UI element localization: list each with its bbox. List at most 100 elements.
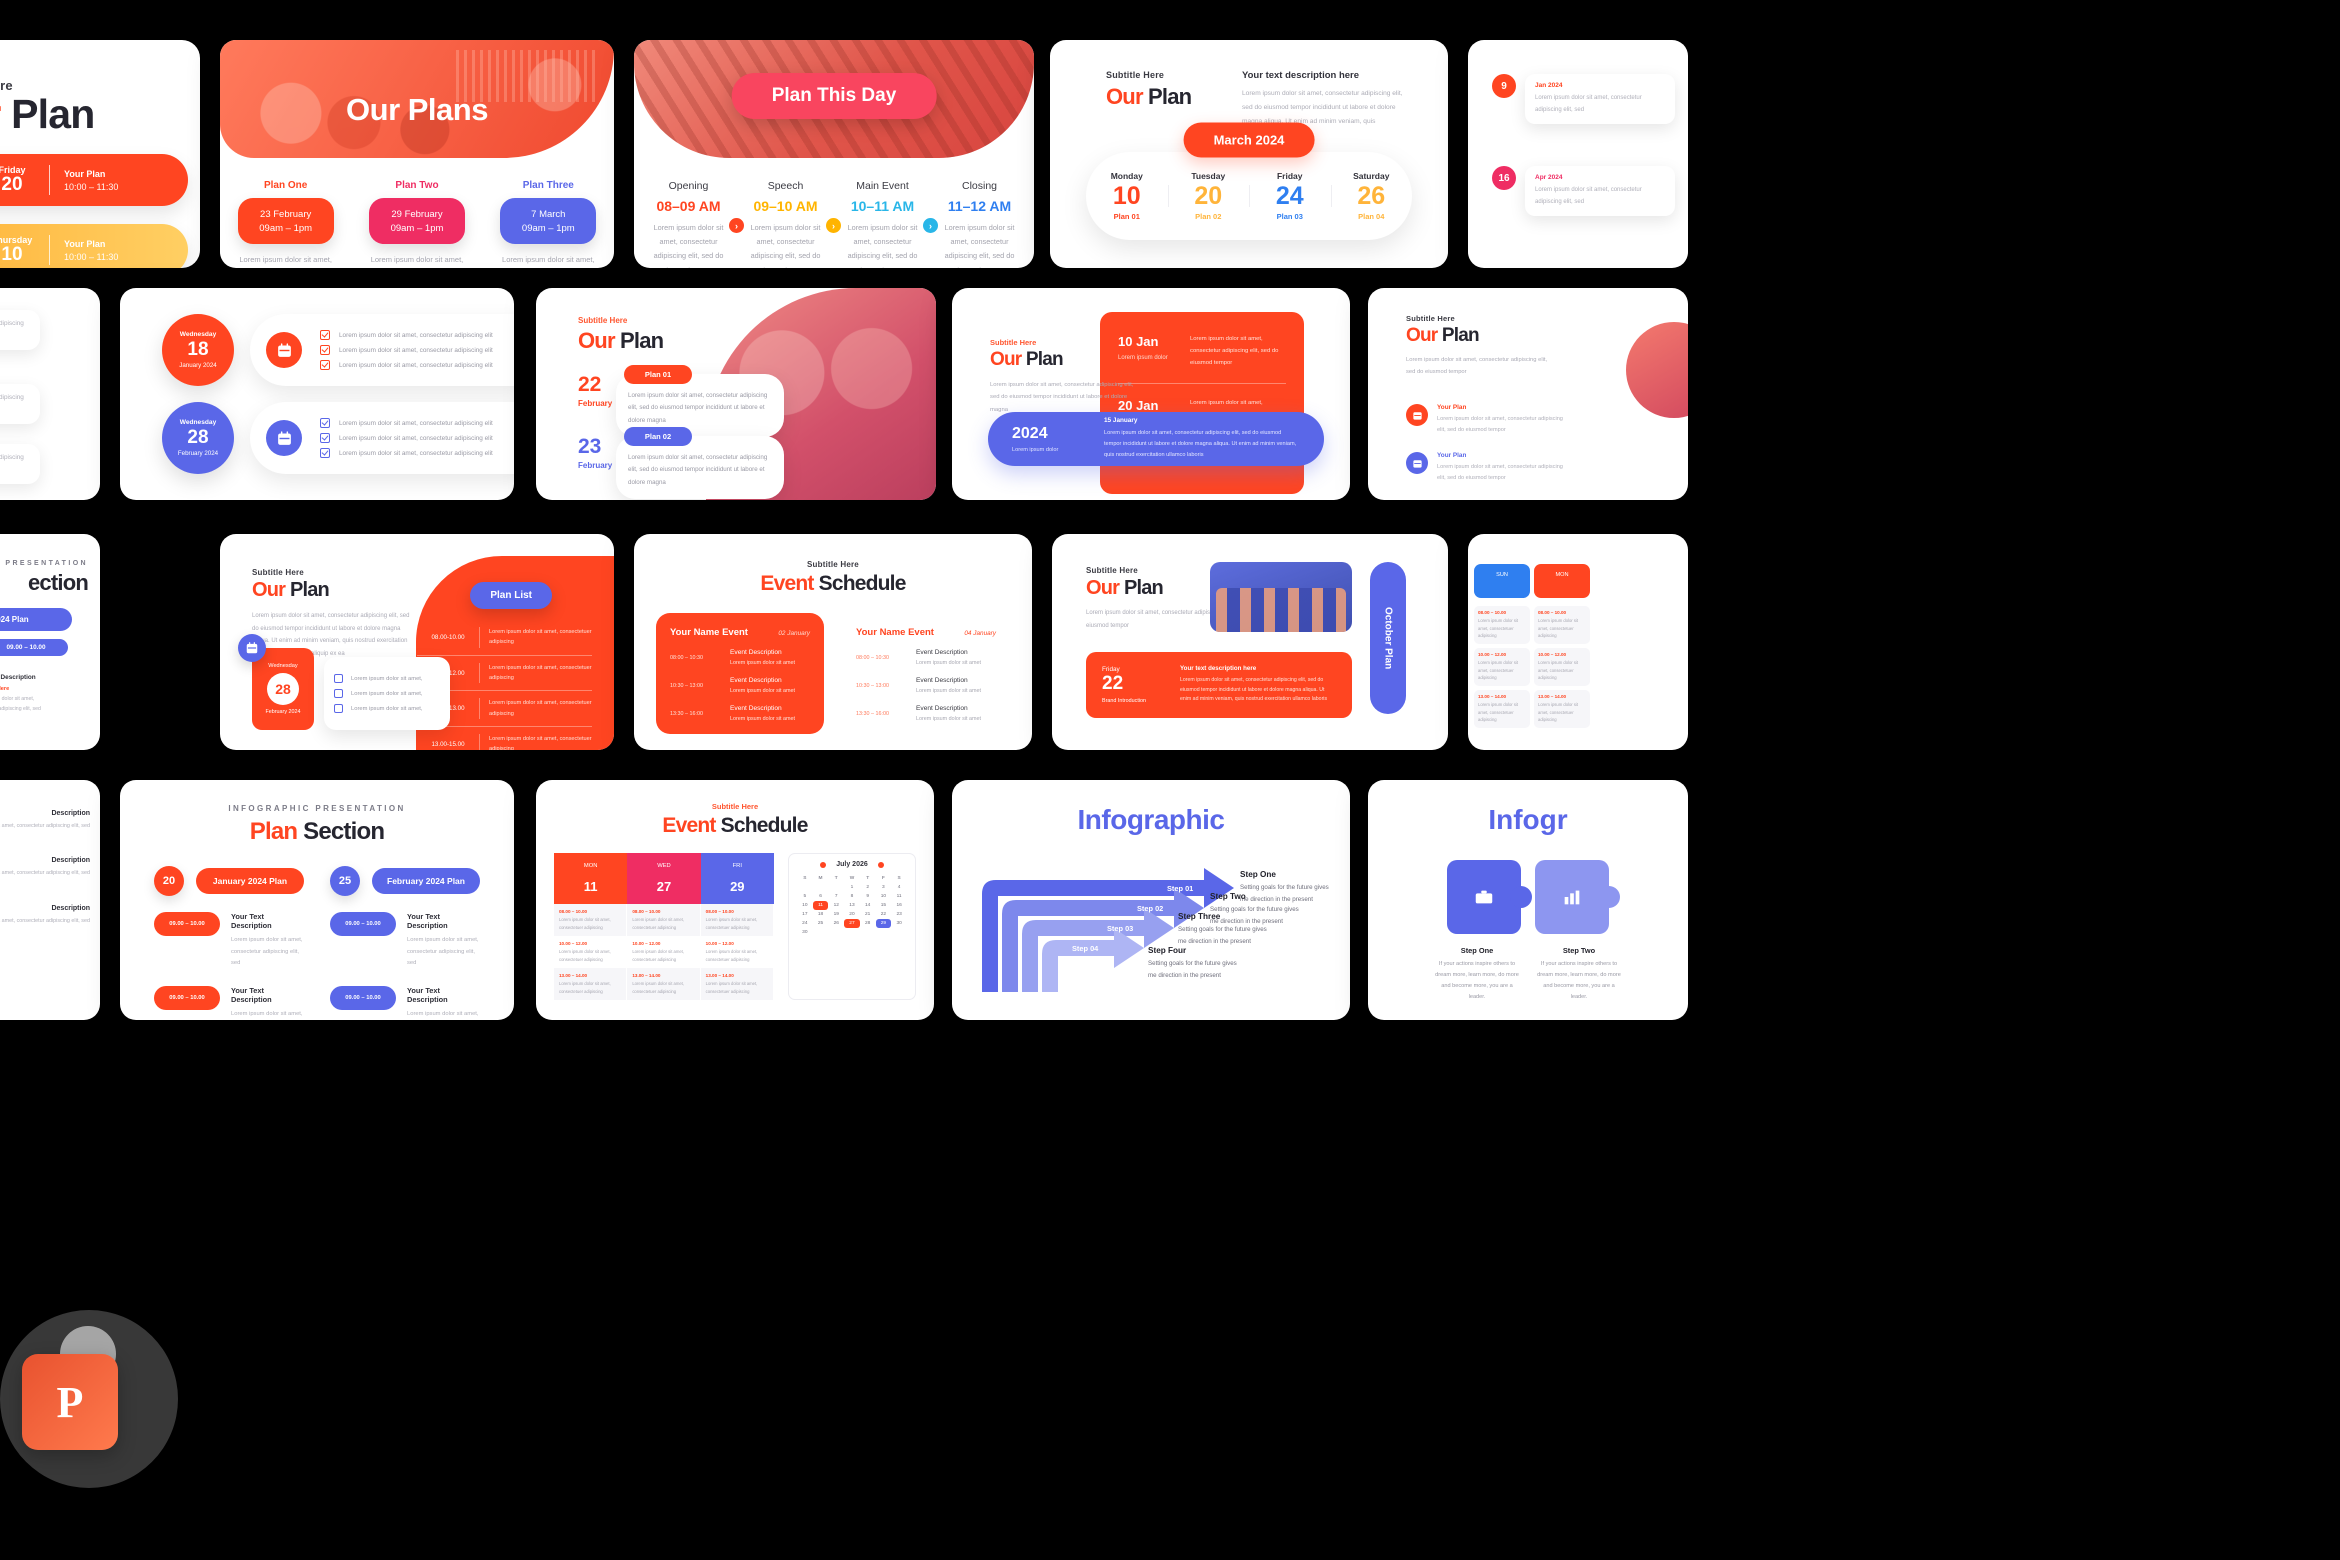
next-month-icon[interactable]	[877, 861, 884, 868]
column-bar[interactable]: January 2024 Plan	[196, 868, 304, 895]
puzzle-caption[interactable]: Step Two If your actions inspire others …	[1537, 946, 1621, 1000]
checklist-card[interactable]: Lorem ipsum dolor sit amet, consectetur …	[250, 402, 514, 474]
slide-jan-entries[interactable]: 10 Jan Lorem ipsum dolor Lorem ipsum dol…	[952, 288, 1350, 500]
description-item[interactable]: Description Lorem ipsum dolor sit amet, …	[0, 810, 90, 829]
checklist-block[interactable]: Wednesday 28 February 2024 Lorem ipsum d…	[162, 402, 514, 474]
day-column[interactable]: Saturday 26 Plan 04	[1330, 171, 1413, 221]
checkbox-icon[interactable]	[320, 433, 330, 443]
list-item[interactable]: Lorem ipsum dolor sit amet,	[334, 674, 440, 683]
table-row[interactable]: 13.00 – 14.00 Lorem ipsum dolor sit amet,…	[554, 968, 774, 1001]
grid-cell[interactable]: 10.00 – 12.00 Lorem ipsum dolor sit amet,…	[1474, 648, 1530, 686]
list-item[interactable]: Lorem ipsum dolor sit amet, consectetur …	[320, 345, 493, 355]
checkbox-icon[interactable]	[334, 674, 343, 683]
event-card-filled[interactable]: Your Name Event 02 January 08:00 – 10:30…	[656, 613, 824, 735]
slide-plan-list[interactable]: Subtitle Here Our Plan Lorem ipsum dolor…	[220, 534, 614, 750]
event-row[interactable]: 10:30 – 13:00 Event Description Lorem ip…	[670, 677, 810, 694]
slide-our-plan-clipped[interactable]: Subtitle Here Our Plan Lorem ipsum dolor…	[1368, 288, 1688, 500]
schedule-column[interactable]: Main Event 10–11 AM Lorem ipsum dolor si…	[834, 180, 938, 268]
grid-cell[interactable]: 10.00 – 12.00 Lorem ipsum dolor sit amet,…	[627, 936, 701, 969]
step-text[interactable]: Step Two Setting goals for the future gi…	[1210, 892, 1299, 925]
table-row[interactable]: 08.00-10.00 Lorem ipsum dolor sit amet, …	[417, 620, 592, 656]
plan-column[interactable]: 25 February 2024 Plan 09.00 – 10.00 Your…	[330, 866, 480, 1020]
month-button[interactable]: March 2024	[1183, 122, 1315, 158]
list-item[interactable]: Lorem ipsum dolor sit amet, consectetur …	[320, 448, 493, 458]
briefcase-icon[interactable]	[1447, 860, 1532, 934]
plan-column[interactable]: Plan Two 29 February 09am – 1pm Lorem ip…	[357, 180, 477, 268]
grid-cell[interactable]: 13.00 – 14.00 Lorem ipsum dolor sit amet,…	[1534, 690, 1590, 728]
day-header[interactable]: FRI 29	[700, 853, 774, 905]
month-plan-button[interactable]: February 2024 Plan	[0, 608, 72, 632]
plan-bubble[interactable]: Plan 02 Lorem ipsum dolor sit amet, cons…	[616, 427, 784, 500]
list-item[interactable]: Lorem ipsum dolor sit amet,	[334, 704, 440, 713]
table-row[interactable]: 08.00 – 10.00 Lorem ipsum dolor sit amet,…	[1474, 606, 1688, 644]
description-item[interactable]: Description Lorem ipsum dolor sit amet, …	[0, 857, 90, 877]
checkbox-icon[interactable]	[320, 448, 330, 458]
date-tag-item[interactable]: Lorem ipsum dolor sit amet, consectetur …	[0, 384, 40, 444]
day-header[interactable]: MON 11	[554, 853, 628, 905]
plan-item[interactable]: 09.00 – 10.00 Your Text Description Lore…	[154, 985, 304, 1020]
plan-item[interactable]: 09.00 – 10.00 Your Text Description Lore…	[330, 985, 480, 1020]
plan-column[interactable]: Plan Three 7 March 09am – 1pm Lorem ipsu…	[488, 180, 608, 268]
grid-cell[interactable]: 13.00 – 14.00 Lorem ipsum dolor sit amet,…	[701, 968, 774, 1001]
step-text[interactable]: Step Three Setting goals for the future …	[1178, 912, 1267, 945]
grid-cell[interactable]: 13.00 – 14.00 Lorem ipsum dolor sit amet,…	[554, 968, 628, 1001]
plan-pill-thursday[interactable]: Thursday 10 Your Plan 10:00 – 11:30	[0, 224, 188, 268]
slide-our-plans-timeline[interactable]: Our Plans Plan One 23 February 09am – 1p…	[220, 40, 614, 268]
checklist-card[interactable]: Lorem ipsum dolor sit amet, consectetur …	[250, 314, 514, 386]
slide-date-cards-clipped[interactable]: 9 Jan 2024 Lorem ipsum dolor sit amet, c…	[1468, 40, 1688, 268]
slide-our-plan-pills[interactable]: Subtitle Here Our Plan Friday 20 Your Pl…	[0, 40, 200, 268]
checkbox-icon[interactable]	[334, 704, 343, 713]
plan-column[interactable]: 20 January 2024 Plan 09.00 – 10.00 Your …	[154, 866, 304, 1020]
event-card-plain[interactable]: Your Name Event 04 January 08:00 – 10:30…	[842, 613, 1010, 734]
slide-infographic-arrows[interactable]: Infographic Step 01 Step 02 Step 03 Step…	[952, 780, 1350, 1020]
slide-plan-this-day[interactable]: Plan This Day Opening 08–09 AM Lorem ips…	[634, 40, 1034, 268]
table-row[interactable]: 13.00-15.00 Lorem ipsum dolor sit amet, …	[417, 727, 592, 750]
grid-cell[interactable]: 13.00 – 14.00 Lorem ipsum dolor sit amet,…	[627, 968, 701, 1001]
description-item[interactable]: Description Lorem ipsum dolor sit amet, …	[0, 904, 90, 924]
day-header[interactable]: WED 27	[627, 853, 701, 905]
grid-cell[interactable]: 08.00 – 10.00 Lorem ipsum dolor sit amet,…	[627, 904, 701, 937]
entry-row[interactable]: 10 Jan Lorem ipsum dolor Lorem ipsum dol…	[1118, 334, 1286, 369]
date-tag-item[interactable]: Lorem ipsum dolor sit amet, consectetur …	[0, 310, 40, 370]
date-tag-item[interactable]: Lorem ipsum dolor sit amet, consectetur …	[0, 444, 40, 500]
grid-cell[interactable]: 10.00 – 12.00 Lorem ipsum dolor sit amet,…	[554, 936, 628, 969]
step-text[interactable]: Step One Setting goals for the future gi…	[1240, 870, 1329, 903]
table-row[interactable]: 10.00 – 12.00 Lorem ipsum dolor sit amet,…	[1474, 648, 1688, 686]
date-card[interactable]: Jan 2024 Lorem ipsum dolor sit amet, con…	[1525, 74, 1675, 125]
day-header[interactable]: MON13	[1534, 564, 1590, 620]
date-bubble[interactable]: Lorem ipsum dolor sit amet, consectetur …	[0, 384, 40, 425]
slide-our-plan-february[interactable]: Subtitle Here Our Plan 22 February Plan …	[536, 288, 936, 500]
table-row[interactable]: 10.00 – 12.00 Lorem ipsum dolor sit amet,…	[554, 936, 774, 969]
slide-descriptions-clipped[interactable]: Description Lorem ipsum dolor sit amet, …	[0, 780, 100, 1020]
plan-item[interactable]: Your Plan Lorem ipsum dolor sit amet, co…	[1406, 452, 1565, 484]
date-bubble[interactable]: Lorem ipsum dolor sit amet, consectetur …	[0, 310, 40, 351]
grid-cell[interactable]: 10.00 – 12.00 Lorem ipsum dolor sit amet,…	[1534, 648, 1590, 686]
plan-date-box[interactable]: 29 February 09am – 1pm	[368, 198, 465, 244]
list-item[interactable]: Lorem ipsum dolor sit amet, consectetur …	[320, 330, 493, 340]
event-row[interactable]: 13:30 – 16:00 Event Description Lorem ip…	[856, 705, 996, 722]
checkbox-icon[interactable]	[320, 330, 330, 340]
schedule-column[interactable]: Speech 09–10 AM Lorem ipsum dolor sit am…	[737, 180, 841, 268]
day-column[interactable]: Tuesday 20 Plan 02	[1167, 171, 1250, 221]
table-row[interactable]: 08.00 – 10.00 Lorem ipsum dolor sit amet,…	[554, 904, 774, 937]
checkbox-icon[interactable]	[320, 418, 330, 428]
date-row[interactable]: 9 Jan 2024 Lorem ipsum dolor sit amet, c…	[1492, 74, 1675, 125]
october-plan-tab[interactable]: October Plan	[1370, 562, 1406, 714]
grid-cell[interactable]: 10.00 – 12.00 Lorem ipsum dolor sit amet,…	[701, 936, 774, 969]
plan-date-box[interactable]: 23 February 09am – 1pm	[237, 198, 334, 244]
table-row[interactable]: 13.00 – 14.00 Lorem ipsum dolor sit amet,…	[1474, 690, 1688, 728]
list-item[interactable]: Lorem ipsum dolor sit amet, consectetur …	[320, 360, 493, 370]
slide-march-2024[interactable]: Subtitle Here Our Plan Your text descrip…	[1050, 40, 1448, 268]
grid-cell[interactable]: 13.00 – 14.00 Lorem ipsum dolor sit amet,…	[1474, 690, 1530, 728]
date-row[interactable]: 16 Apr 2024 Lorem ipsum dolor sit amet, …	[1492, 166, 1675, 217]
grid-cell[interactable]: 08.00 – 10.00 Lorem ipsum dolor sit amet,…	[1474, 606, 1530, 644]
plan-item[interactable]: 09.00 – 10.00 Your Text Description Lore…	[154, 912, 304, 970]
slide-event-schedule-calendar[interactable]: Subtitle Here Event Schedule MON 11 WED 27…	[536, 780, 934, 1020]
slide-plan-section[interactable]: INFOGRAPHIC PRESENTATION Plan Section 20…	[120, 780, 514, 1020]
time-pill[interactable]: 09.00 – 10.00	[0, 639, 68, 657]
slide-event-schedule[interactable]: Subtitle Here Event Schedule Your Name E…	[634, 534, 1032, 750]
schedule-column[interactable]: Closing 11–12 AM Lorem ipsum dolor sit a…	[931, 180, 1028, 268]
